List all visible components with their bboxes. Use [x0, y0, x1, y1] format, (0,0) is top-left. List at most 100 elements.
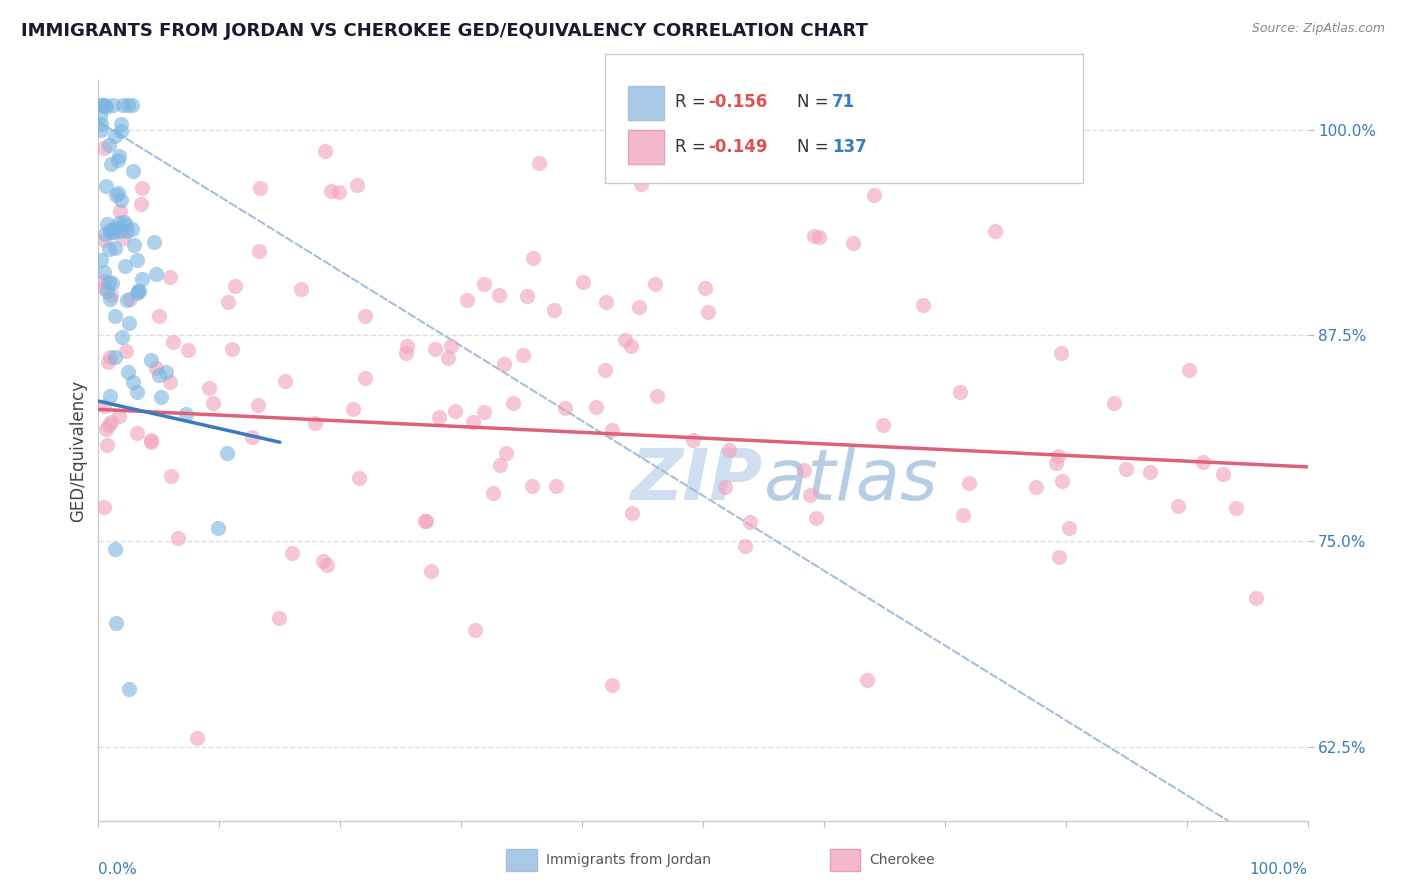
Point — [150, 390, 173, 404]
Point — [186, 731, 208, 746]
Point — [314, 145, 336, 159]
Point — [104, 542, 127, 557]
Point — [108, 224, 131, 238]
Point — [427, 410, 450, 425]
Point — [93, 500, 115, 514]
Point — [93, 281, 115, 295]
Point — [90, 117, 112, 131]
Point — [96, 438, 118, 452]
Point — [96, 217, 118, 231]
Point — [1192, 455, 1215, 469]
Point — [207, 521, 229, 535]
Point — [512, 348, 534, 362]
Point — [1045, 456, 1067, 470]
Point — [529, 155, 551, 169]
Point — [112, 231, 135, 245]
Point — [108, 409, 131, 424]
Text: R =: R = — [675, 137, 711, 155]
Point — [108, 149, 131, 163]
Point — [413, 514, 436, 528]
Point — [1167, 499, 1189, 513]
Point — [104, 309, 127, 323]
Point — [174, 407, 197, 421]
Point — [101, 276, 124, 290]
Point — [793, 463, 815, 477]
Point — [463, 415, 485, 429]
Point — [131, 181, 153, 195]
Point — [644, 277, 666, 292]
Point — [120, 292, 142, 306]
Point — [155, 365, 177, 379]
Point — [585, 400, 607, 414]
Point — [415, 514, 437, 528]
Point — [342, 402, 364, 417]
Point — [554, 401, 576, 416]
Point — [1050, 474, 1073, 488]
Point — [522, 251, 544, 265]
Point — [697, 304, 720, 318]
Point — [1139, 466, 1161, 480]
Point — [143, 235, 166, 249]
Text: -0.156: -0.156 — [709, 93, 768, 111]
Text: N =: N = — [797, 93, 834, 111]
Point — [423, 342, 446, 356]
Point — [89, 109, 111, 123]
Point — [482, 486, 505, 500]
Point — [695, 281, 717, 295]
Text: Source: ZipAtlas.com: Source: ZipAtlas.com — [1251, 22, 1385, 36]
Point — [100, 287, 122, 301]
Point — [129, 196, 152, 211]
Point — [104, 129, 127, 144]
Point — [488, 287, 510, 301]
Point — [613, 333, 636, 347]
Point — [202, 396, 225, 410]
Point — [717, 442, 740, 457]
Point — [316, 558, 339, 572]
Point — [246, 398, 269, 412]
Point — [93, 399, 115, 413]
Point — [128, 284, 150, 298]
Point — [439, 339, 461, 353]
Point — [118, 681, 141, 696]
Point — [127, 284, 149, 298]
Point — [630, 177, 652, 191]
Point — [911, 298, 934, 312]
Point — [96, 284, 118, 298]
Point — [90, 123, 112, 137]
Point — [267, 611, 290, 625]
Point — [734, 539, 756, 553]
Point — [280, 546, 302, 560]
Point — [803, 228, 825, 243]
Point — [159, 270, 181, 285]
Point — [1178, 363, 1201, 377]
Point — [740, 515, 762, 529]
Point — [957, 476, 980, 491]
Point — [456, 293, 478, 307]
Point — [104, 350, 127, 364]
Point — [148, 368, 170, 382]
Point — [502, 396, 524, 410]
Point — [111, 98, 134, 112]
Point — [1246, 591, 1268, 605]
Point — [97, 417, 120, 432]
Point — [328, 185, 350, 199]
Point — [600, 678, 623, 692]
Point — [863, 188, 886, 202]
Point — [111, 330, 134, 344]
Point — [159, 376, 181, 390]
Point — [1212, 467, 1234, 482]
Point — [807, 230, 830, 244]
Point — [110, 124, 132, 138]
Point — [121, 222, 143, 236]
Point — [520, 479, 543, 493]
Text: -0.149: -0.149 — [709, 137, 768, 155]
Point — [321, 184, 343, 198]
Point — [346, 178, 368, 193]
Point — [177, 343, 200, 357]
Point — [1046, 449, 1069, 463]
Point — [806, 511, 828, 525]
Point — [162, 334, 184, 349]
Point — [124, 238, 146, 252]
Point — [682, 433, 704, 447]
Point — [624, 98, 647, 112]
